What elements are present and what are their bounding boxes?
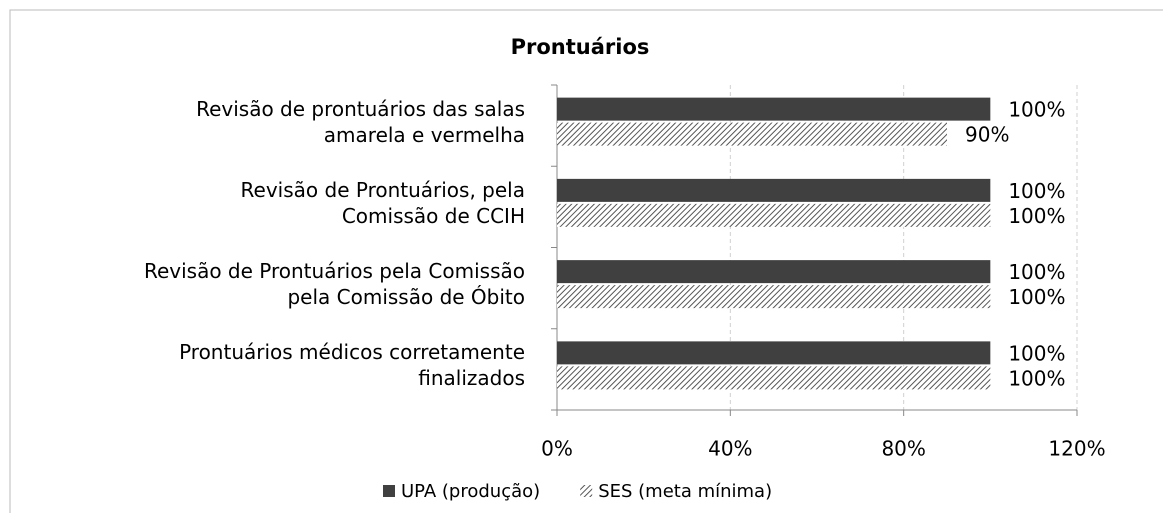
category-label: Prontuários médicos corretamente finaliz… bbox=[179, 340, 525, 391]
bar bbox=[557, 203, 991, 227]
bar bbox=[557, 122, 947, 146]
legend-label: SES (meta mínima) bbox=[598, 481, 772, 502]
x-tick-label: 40% bbox=[708, 437, 752, 461]
category-label: Revisão de prontuários das salas amarela… bbox=[196, 96, 525, 147]
data-label: 100% bbox=[1008, 98, 1065, 122]
category-label: Revisão de Prontuários, pela Comissão de… bbox=[240, 177, 525, 228]
data-label: 90% bbox=[965, 123, 1009, 147]
frame bbox=[9, 9, 1163, 513]
data-label: 100% bbox=[1008, 179, 1065, 203]
data-label: 100% bbox=[1008, 204, 1065, 228]
category-label: Revisão de Prontuários pela Comissão pel… bbox=[143, 259, 525, 310]
x-tick-label: 0% bbox=[541, 437, 573, 461]
data-label: 100% bbox=[1008, 341, 1065, 365]
legend-swatch bbox=[383, 485, 395, 497]
legend-label: UPA (produção) bbox=[401, 481, 540, 502]
legend-swatch bbox=[580, 485, 593, 497]
bar bbox=[557, 341, 991, 365]
bar bbox=[557, 178, 991, 202]
bar bbox=[557, 97, 991, 121]
x-tick-label: 80% bbox=[881, 437, 925, 461]
chart-title: Prontuários bbox=[511, 35, 650, 59]
data-label: 100% bbox=[1008, 260, 1065, 284]
bar bbox=[557, 285, 991, 309]
bar bbox=[557, 260, 991, 284]
x-tick-label: 120% bbox=[1048, 437, 1105, 461]
data-label: 100% bbox=[1008, 366, 1065, 390]
bar bbox=[557, 366, 991, 390]
data-label: 100% bbox=[1008, 285, 1065, 309]
